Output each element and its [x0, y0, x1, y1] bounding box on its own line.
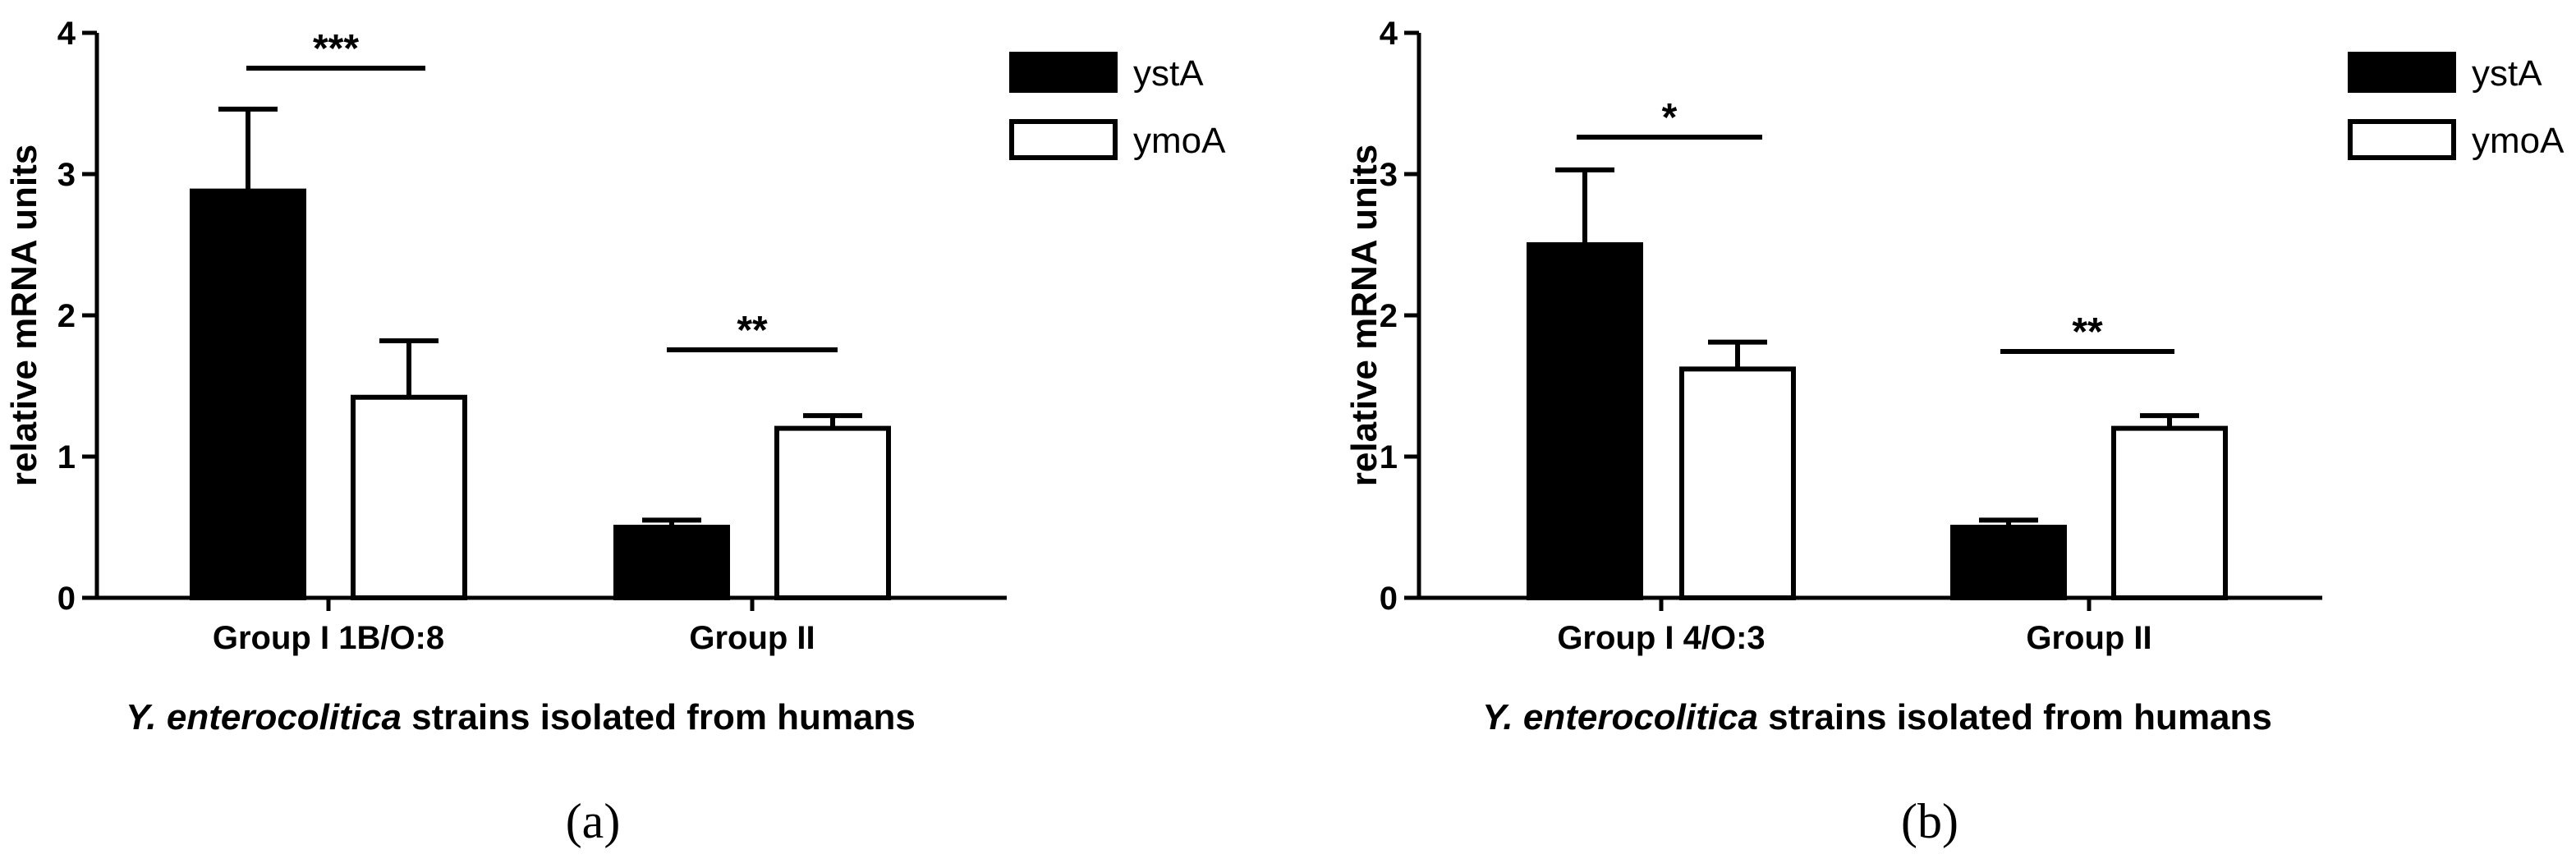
legend-label-ymoA: ymoA — [1133, 121, 1226, 161]
y-tick-label: 2 — [57, 298, 76, 334]
y-tick-label: 3 — [1380, 157, 1398, 193]
x-axis-title-rest: strains isolated from humans — [1758, 697, 2272, 737]
x-axis-title: Y. enterocolitica strains isolated from … — [126, 697, 916, 737]
y-tick-label: 1 — [57, 439, 76, 475]
panel-b: 0 1 2 3 4 relative mRNA units Group I 4/O:3 * Gr… — [1344, 16, 2565, 848]
legend-label-ystA: ystA — [2472, 53, 2542, 94]
y-tick-label: 0 — [1380, 581, 1398, 617]
x-tick-label: Group II — [2026, 620, 2151, 656]
significance-marker: ** — [2072, 310, 2103, 354]
y-tick-label: 3 — [57, 157, 76, 193]
bar-ymoA-0 — [1679, 366, 1796, 600]
bar-ystA-1 — [613, 525, 730, 600]
bar-ymoA-1 — [2111, 425, 2228, 600]
x-tick-label: Group I 1B/O:8 — [213, 620, 444, 656]
legend-swatch-ymoA — [1009, 119, 1118, 160]
x-axis-title-italic: Y. enterocolitica — [126, 697, 402, 737]
legend-swatch-ymoA — [2348, 119, 2456, 160]
significance-marker: * — [1662, 96, 1678, 140]
x-axis-title: Y. enterocolitica strains isolated from … — [1482, 697, 2272, 737]
x-tick-label: Group I 4/O:3 — [1557, 620, 1765, 656]
bar-ystA-1 — [1950, 525, 2067, 600]
y-tick-label: 2 — [1380, 298, 1398, 334]
y-tick-label: 4 — [57, 16, 76, 52]
panel-label: (a) — [566, 794, 621, 848]
y-axis-label: relative mRNA units — [1344, 145, 1384, 486]
panel-a: 0 1 2 3 4 relative mRNA units Group I 1B/O:8 **… — [4, 16, 1226, 848]
y-tick-label: 4 — [1380, 16, 1398, 52]
significance-marker: *** — [313, 27, 359, 71]
panel-label: (b) — [1901, 794, 1958, 848]
y-tick-label: 1 — [1380, 439, 1398, 475]
bar-ymoA-0 — [351, 394, 467, 601]
x-axis-title-italic: Y. enterocolitica — [1482, 697, 1758, 737]
bar-ystA-0 — [190, 188, 306, 600]
legend-label-ymoA: ymoA — [2472, 121, 2565, 161]
legend-swatch-ystA — [1009, 52, 1118, 93]
legend-swatch-ystA — [2348, 52, 2456, 93]
significance-marker: ** — [737, 309, 768, 352]
bar-ymoA-1 — [774, 425, 891, 600]
y-axis-label: relative mRNA units — [4, 145, 44, 486]
x-axis-title-rest: strains isolated from humans — [402, 697, 916, 737]
legend-label-ystA: ystA — [1133, 53, 1204, 94]
bar-ystA-0 — [1527, 242, 1643, 600]
y-tick-label: 0 — [57, 581, 76, 617]
x-tick-label: Group II — [689, 620, 815, 656]
